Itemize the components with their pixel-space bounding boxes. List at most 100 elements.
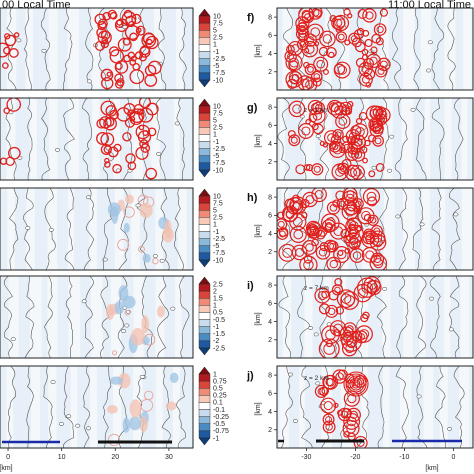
convective-contour xyxy=(362,157,368,164)
convective-contour xyxy=(307,99,323,115)
contour-line xyxy=(413,8,421,90)
contour-line xyxy=(65,276,74,358)
convective-contour-inner xyxy=(340,293,352,304)
convective-contour xyxy=(348,32,361,45)
convective-contour xyxy=(346,338,357,349)
convective-contour xyxy=(125,153,136,164)
contour-label-marker xyxy=(371,165,377,170)
colorbar-tick-label: -1 xyxy=(213,324,219,331)
colorbar-segment xyxy=(198,202,211,211)
convective-contour xyxy=(144,73,158,87)
convective-contour xyxy=(343,322,357,336)
convective-contour-inner xyxy=(374,125,382,132)
convective-contour xyxy=(139,53,147,62)
light-band xyxy=(131,188,140,270)
contour-line xyxy=(415,98,427,180)
panel-frame xyxy=(276,187,474,271)
convective-contour xyxy=(6,98,22,112)
colorbar-segment xyxy=(198,312,211,320)
convective-contour xyxy=(351,147,366,162)
convective-contour xyxy=(353,435,368,448)
colorbar-tick-label: -2.5 xyxy=(213,146,225,153)
contour-label-marker xyxy=(410,107,416,112)
convective-contour xyxy=(313,8,322,18)
convective-contour-inner xyxy=(353,168,362,177)
contour-line xyxy=(394,98,408,180)
convective-contour-inner xyxy=(351,240,359,248)
convective-contour xyxy=(100,30,111,40)
contour-label-marker xyxy=(159,258,165,263)
contour-line xyxy=(64,188,75,270)
anomaly-patch xyxy=(162,227,174,243)
contour-line xyxy=(454,98,464,180)
convective-contour xyxy=(116,78,125,87)
left-x-axis-label: [km] xyxy=(0,465,13,472)
panel-label: i) xyxy=(247,280,254,292)
convective-contour xyxy=(301,211,308,219)
convective-contour xyxy=(285,54,303,72)
convective-contour xyxy=(370,252,385,266)
contour-line xyxy=(447,8,456,90)
panel-frame xyxy=(276,275,474,359)
light-band xyxy=(151,98,160,180)
convective-contour xyxy=(323,69,329,75)
convective-contour-inner xyxy=(369,56,378,65)
contour-line xyxy=(429,276,441,358)
light-band xyxy=(340,276,347,358)
light-band xyxy=(110,8,122,90)
contour-line xyxy=(300,366,313,448)
colorbar-segment xyxy=(198,388,211,396)
right-y-tick-label: 6 xyxy=(268,391,272,398)
convective-contour xyxy=(314,287,331,304)
colorbar-extend-top xyxy=(198,188,211,197)
convective-contour xyxy=(111,350,118,356)
anomaly-patch xyxy=(141,315,150,334)
anomaly-patch xyxy=(169,372,179,383)
colorbar-tick-label: -5 xyxy=(213,243,219,250)
convective-contour xyxy=(315,229,326,240)
right-panel-3 xyxy=(277,188,473,270)
contour-label-marker xyxy=(427,40,433,45)
colorbar-segment xyxy=(198,44,211,52)
contour-label-marker xyxy=(102,257,108,262)
colorbar-segment xyxy=(198,290,211,299)
right-y-tick-label: 2 xyxy=(268,337,272,344)
right-column-title: 11:00 Local Time xyxy=(388,0,471,11)
contour-line xyxy=(27,98,33,180)
light-band xyxy=(419,276,426,358)
convective-contour xyxy=(295,27,310,41)
contour-line xyxy=(280,366,293,448)
convective-contour xyxy=(301,76,318,90)
colorbar-tick-label: -10 xyxy=(213,167,223,174)
panel-frame xyxy=(0,7,194,91)
contour-line xyxy=(23,8,32,90)
right-y-tick-label: 8 xyxy=(268,104,272,111)
convective-contour xyxy=(0,42,10,58)
contour-line xyxy=(398,188,408,270)
colorbar-segment xyxy=(198,22,211,31)
convective-contour xyxy=(353,29,365,40)
light-band xyxy=(279,366,289,448)
contour-line xyxy=(103,98,115,180)
convective-contour xyxy=(301,10,315,24)
convective-contour-inner xyxy=(332,144,343,155)
colorbar-segment xyxy=(198,238,211,246)
colorbar-segment xyxy=(198,217,211,225)
contour-label-marker xyxy=(453,212,459,217)
light-band xyxy=(324,276,332,358)
convective-contour xyxy=(362,311,370,320)
colorbar-tick-label: 1 xyxy=(213,371,217,378)
convective-contour xyxy=(139,139,149,149)
light-band xyxy=(176,8,183,90)
convective-contour-inner xyxy=(350,35,358,43)
right-y-tick-label: 6 xyxy=(268,33,272,40)
colorbar-segment xyxy=(198,58,211,66)
convective-contour-inner xyxy=(369,283,379,292)
convective-contour xyxy=(365,82,372,88)
right-y-tick-label: 2 xyxy=(268,427,272,434)
convective-contour-inner xyxy=(356,438,365,447)
light-band xyxy=(321,366,332,448)
convective-contour xyxy=(368,134,377,143)
convective-contour-inner xyxy=(310,103,320,112)
